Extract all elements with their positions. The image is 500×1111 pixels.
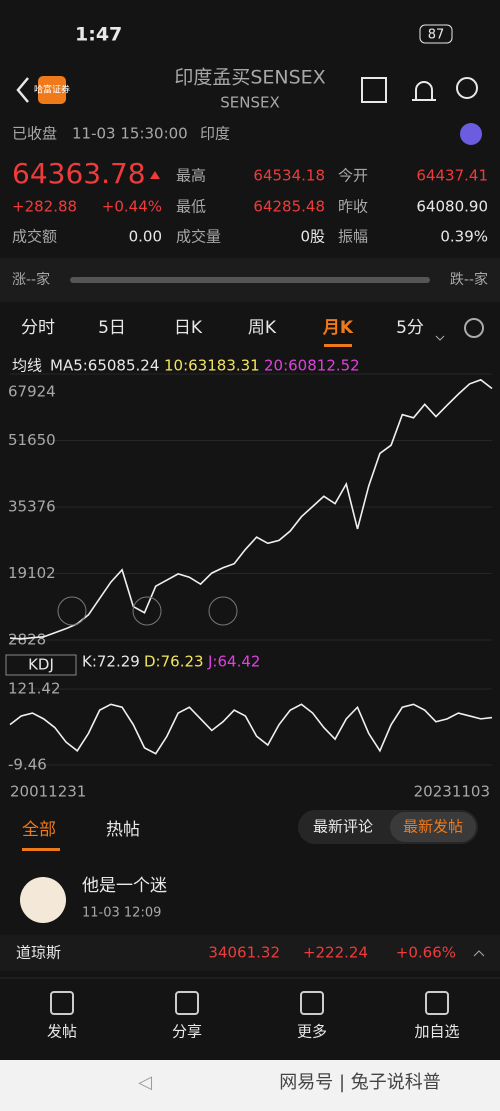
- fullscreen-button[interactable]: [208, 596, 238, 626]
- kdj-line: [9, 703, 493, 755]
- ticker-price: 34061.32: [208, 944, 280, 962]
- y-tick-label: -9.46: [8, 756, 47, 774]
- turnover-label: 成交额: [12, 228, 57, 246]
- ticker-change: +222.24: [303, 944, 368, 962]
- tab[interactable]: 周K: [248, 318, 277, 338]
- session-market: 印度: [200, 125, 230, 143]
- tab[interactable]: 分时: [21, 318, 55, 338]
- y-tick-label: 51650: [8, 431, 56, 449]
- breadth-up: 涨--家: [12, 271, 50, 288]
- price: 64363.78: [12, 157, 146, 190]
- price-line: [9, 378, 493, 640]
- avatar[interactable]: [20, 877, 66, 923]
- sort-pill-active: [390, 812, 476, 842]
- settings-icon[interactable]: [464, 318, 484, 338]
- page-subtitle: SENSEX: [220, 94, 280, 112]
- session-status: 已收盘: [12, 125, 57, 143]
- field-value: 64437.41: [416, 167, 488, 185]
- dropdown-icon: [435, 335, 445, 341]
- background: [0, 0, 500, 1060]
- battery-level: 87: [428, 28, 445, 43]
- globe-icon[interactable]: [460, 123, 482, 145]
- field-label: 今开: [338, 167, 368, 185]
- tab[interactable]: 5分: [396, 318, 424, 338]
- comment-tab-active[interactable]: 全部: [22, 820, 56, 840]
- tab-underline: [324, 344, 352, 347]
- y-tick-label: 19102: [8, 564, 56, 582]
- comment-tab[interactable]: 热帖: [106, 820, 140, 840]
- ma20: 20:60812.52: [264, 357, 360, 375]
- tab-underline: [22, 848, 60, 851]
- tab[interactable]: 5日: [98, 318, 126, 338]
- tab[interactable]: 日K: [174, 318, 203, 338]
- logo: [38, 76, 66, 104]
- volume-label: 成交量: [176, 228, 221, 246]
- nav-label[interactable]: 分享: [172, 1023, 202, 1041]
- ticker-change-pct: +0.66%: [396, 944, 456, 962]
- field-value: 64080.90: [416, 198, 488, 216]
- breadth-down: 跌--家: [450, 271, 488, 288]
- nav-label[interactable]: 发帖: [47, 1023, 77, 1041]
- ticker-bg: [0, 935, 500, 971]
- volume: 0股: [300, 228, 325, 246]
- nav-icon[interactable]: [425, 991, 449, 1015]
- back-button[interactable]: [16, 77, 29, 103]
- kdj-k: K:72.29: [82, 653, 140, 671]
- nav-icon[interactable]: [50, 991, 74, 1015]
- amplitude: 0.39%: [440, 228, 488, 246]
- bell-icon[interactable]: [412, 81, 436, 101]
- tab-active[interactable]: 月K: [322, 318, 354, 338]
- status-time: 1:47: [75, 24, 122, 46]
- page-title: 印度孟买SENSEX: [174, 67, 325, 89]
- system-back[interactable]: ◁: [138, 1072, 152, 1093]
- change: +282.88: [12, 198, 77, 216]
- session-time: 11-03 15:30:00: [72, 125, 188, 143]
- field-value: 64285.48: [253, 198, 325, 216]
- start-date: 20011231: [10, 783, 86, 801]
- ma10: 10:63183.31: [164, 357, 260, 375]
- sort-option-active[interactable]: 最新发帖: [403, 818, 463, 836]
- watermark: 网易号 | 兔子说科普: [279, 1072, 441, 1093]
- field-label: 最低: [176, 198, 206, 216]
- kdj-box[interactable]: [5, 654, 77, 676]
- zoom-button[interactable]: [57, 596, 87, 626]
- y-tick-label: 67924: [8, 383, 56, 401]
- system-bar: [0, 1060, 500, 1111]
- up-arrow: [150, 171, 160, 179]
- field-label: 昨收: [338, 198, 368, 216]
- end-date: 20231103: [414, 783, 490, 801]
- y-tick-label: 2828: [8, 631, 46, 649]
- zoom-button[interactable]: [132, 596, 162, 626]
- post-time: 11-03 12:09: [82, 906, 161, 921]
- nav-label[interactable]: 加自选: [414, 1023, 459, 1041]
- y-tick-label: 35376: [8, 498, 56, 516]
- sort-option[interactable]: 最新评论: [313, 818, 373, 836]
- expand-icon[interactable]: [473, 950, 485, 957]
- nav-icon[interactable]: [175, 991, 199, 1015]
- ma5: MA5:65085.24: [50, 357, 159, 375]
- ticker-name: 道琼斯: [16, 944, 61, 962]
- share-icon[interactable]: [361, 77, 387, 103]
- change-pct: +0.44%: [102, 198, 162, 216]
- amplitude-label: 振幅: [338, 228, 368, 246]
- field-label: 最高: [176, 167, 206, 185]
- ma-label: 均线: [12, 357, 42, 375]
- kdj-j: J:64.42: [207, 653, 260, 671]
- field-value: 64534.18: [253, 167, 325, 185]
- post-author[interactable]: 他是一个迷: [82, 876, 167, 896]
- battery-icon: [419, 24, 453, 44]
- kdj-d: D:76.23: [144, 653, 204, 671]
- kdj-label: KDJ: [28, 656, 54, 674]
- nav-icon[interactable]: [300, 991, 324, 1015]
- logo-text: 哈富证券: [34, 84, 70, 96]
- breadth-bar: [70, 277, 430, 283]
- search-icon[interactable]: [456, 77, 478, 99]
- y-tick-label: 121.42: [8, 680, 61, 698]
- turnover: 0.00: [129, 228, 162, 246]
- nav-label[interactable]: 更多: [297, 1023, 327, 1041]
